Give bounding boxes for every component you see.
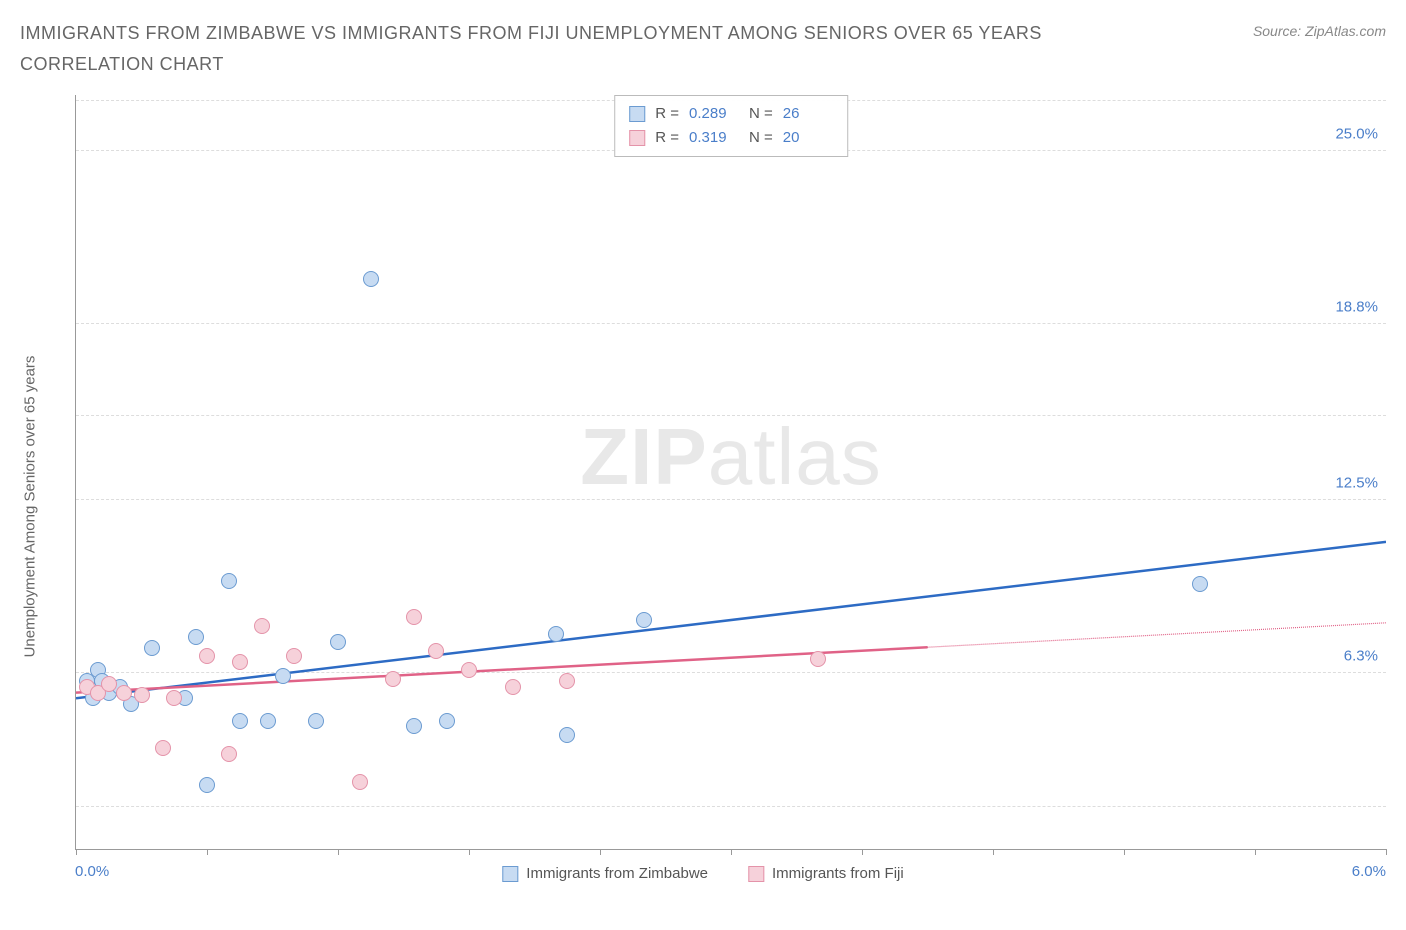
data-point bbox=[406, 718, 422, 734]
data-point bbox=[548, 626, 564, 642]
data-point bbox=[232, 713, 248, 729]
data-point bbox=[286, 648, 302, 664]
data-point bbox=[221, 573, 237, 589]
chart-container: Unemployment Among Seniors over 65 years… bbox=[20, 95, 1386, 900]
data-point bbox=[559, 727, 575, 743]
data-point bbox=[188, 629, 204, 645]
source-attribution: Source: ZipAtlas.com bbox=[1253, 23, 1386, 39]
data-point bbox=[134, 687, 150, 703]
data-point bbox=[363, 271, 379, 287]
x-tick bbox=[1255, 849, 1256, 855]
legend-row-zimbabwe: R =0.289 N =26 bbox=[629, 102, 833, 126]
data-point bbox=[352, 774, 368, 790]
x-tick bbox=[207, 849, 208, 855]
data-point bbox=[385, 671, 401, 687]
y-tick-label: 25.0% bbox=[1335, 125, 1378, 142]
data-point bbox=[559, 673, 575, 689]
data-point bbox=[406, 609, 422, 625]
x-tick bbox=[338, 849, 339, 855]
data-point bbox=[439, 713, 455, 729]
data-point bbox=[199, 777, 215, 793]
x-tick bbox=[1386, 849, 1387, 855]
chart-title: IMMIGRANTS FROM ZIMBABWE VS IMMIGRANTS F… bbox=[20, 18, 1120, 79]
data-point bbox=[636, 612, 652, 628]
grid-line bbox=[76, 323, 1386, 324]
grid-line bbox=[76, 499, 1386, 500]
x-tick bbox=[993, 849, 994, 855]
correlation-legend: R =0.289 N =26 R =0.319 N =20 bbox=[614, 95, 848, 157]
data-point bbox=[144, 640, 160, 656]
data-point bbox=[254, 618, 270, 634]
data-point bbox=[116, 685, 132, 701]
data-point bbox=[275, 668, 291, 684]
watermark: ZIPatlas bbox=[580, 411, 881, 503]
legend-row-fiji: R =0.319 N =20 bbox=[629, 126, 833, 150]
data-point bbox=[166, 690, 182, 706]
x-axis-min-label: 0.0% bbox=[75, 863, 109, 880]
data-point bbox=[330, 634, 346, 650]
plot-area: ZIPatlas R =0.289 N =26 R =0.319 N =20 6… bbox=[75, 95, 1386, 850]
x-tick bbox=[862, 849, 863, 855]
x-tick bbox=[731, 849, 732, 855]
data-point bbox=[155, 740, 171, 756]
x-tick bbox=[469, 849, 470, 855]
grid-line bbox=[76, 672, 1386, 673]
data-point bbox=[428, 643, 444, 659]
data-point bbox=[1192, 576, 1208, 592]
grid-line bbox=[76, 415, 1386, 416]
data-point bbox=[101, 676, 117, 692]
x-tick bbox=[1124, 849, 1125, 855]
y-tick-label: 6.3% bbox=[1344, 648, 1378, 665]
x-tick bbox=[600, 849, 601, 855]
series-legend: Immigrants from Zimbabwe Immigrants from… bbox=[502, 865, 903, 882]
data-point bbox=[232, 654, 248, 670]
y-axis-label: Unemployment Among Seniors over 65 years bbox=[22, 355, 39, 657]
y-tick-label: 18.8% bbox=[1335, 299, 1378, 316]
legend-item-zimbabwe: Immigrants from Zimbabwe bbox=[502, 865, 708, 882]
grid-line bbox=[76, 806, 1386, 807]
data-point bbox=[199, 648, 215, 664]
data-point bbox=[221, 746, 237, 762]
data-point bbox=[505, 679, 521, 695]
x-axis-max-label: 6.0% bbox=[1352, 863, 1386, 880]
data-point bbox=[810, 651, 826, 667]
data-point bbox=[308, 713, 324, 729]
y-tick-label: 12.5% bbox=[1335, 474, 1378, 491]
data-point bbox=[260, 713, 276, 729]
legend-item-fiji: Immigrants from Fiji bbox=[748, 865, 904, 882]
data-point bbox=[461, 662, 477, 678]
x-tick bbox=[76, 849, 77, 855]
